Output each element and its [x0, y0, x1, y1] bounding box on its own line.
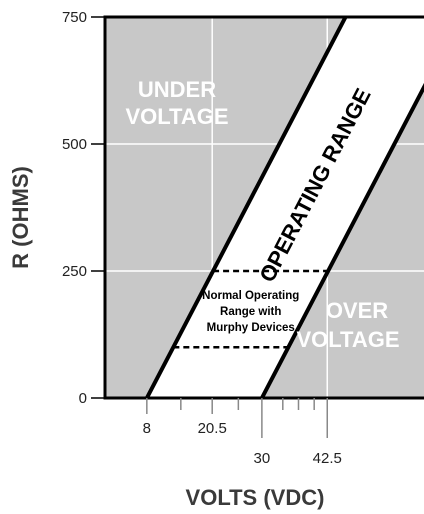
y-tick-label: 250 — [62, 263, 87, 280]
x-axis-title: VOLTS (VDC) — [186, 485, 325, 510]
plot-area — [91, 15, 424, 438]
y-tick-label: 500 — [62, 136, 87, 153]
over-voltage-label: OVER — [326, 298, 388, 323]
y-tick-label: 750 — [62, 9, 87, 26]
y-tick-label: 0 — [79, 390, 87, 407]
murphy-note: Murphy Devices — [207, 322, 295, 334]
operating-band — [146, 17, 424, 398]
plot-frame — [103, 15, 424, 400]
y-axis-title: R (OHMS) — [8, 166, 33, 269]
under-voltage-label: VOLTAGE — [125, 104, 228, 129]
x-tick-label: 42.5 — [313, 450, 342, 467]
murphy-note: Range with — [220, 306, 281, 318]
x-tick-label: 20.5 — [198, 420, 227, 437]
boundary-line — [145, 17, 348, 398]
boundary-line — [260, 82, 424, 398]
murphy-note: Normal Operating — [202, 290, 299, 302]
plot-clipped — [105, 17, 424, 398]
x-tick-label: 8 — [143, 420, 151, 437]
over-voltage-label: VOLTAGE — [296, 327, 399, 352]
under-voltage-label: UNDER — [138, 77, 216, 102]
x-tick-label: 30 — [254, 450, 271, 467]
